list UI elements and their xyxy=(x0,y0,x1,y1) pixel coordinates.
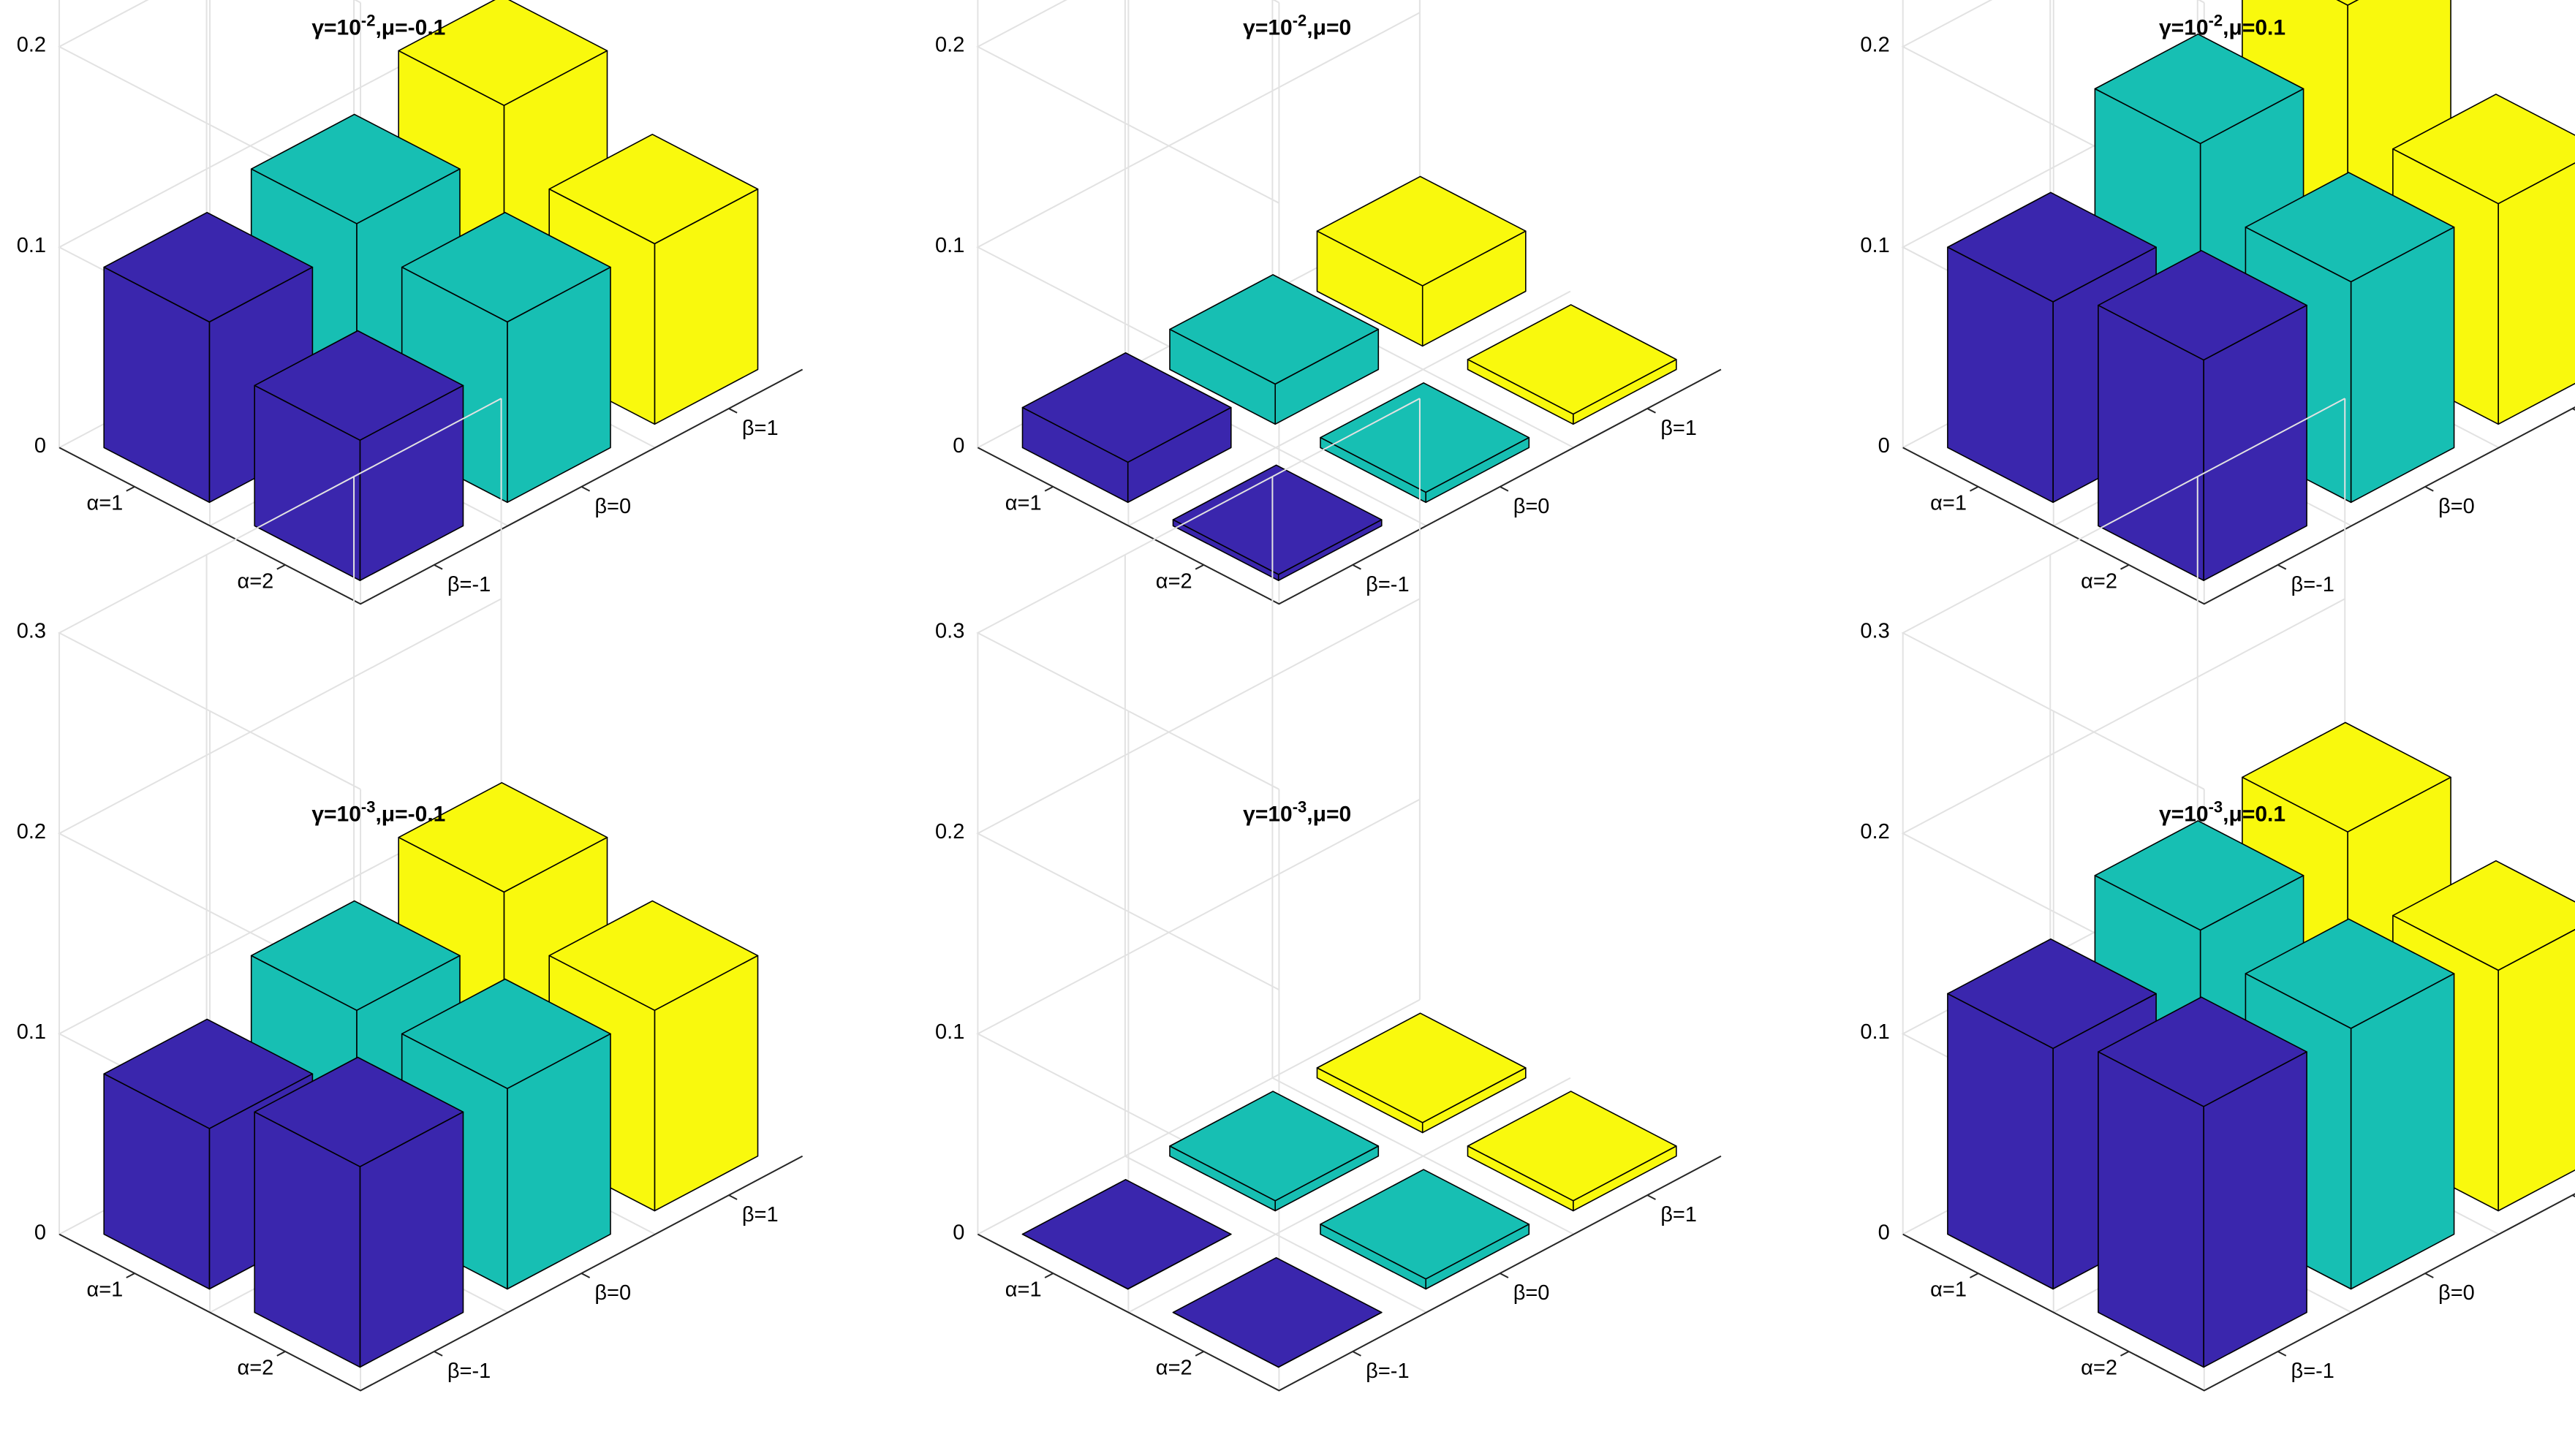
beta-label: β=-1 xyxy=(1366,1360,1409,1383)
subplot-6: 00.10.20.3α=1α=2β=-1β=0β=1γ=10-3,μ=0.1 xyxy=(1860,398,2575,1392)
bar-alpha1-beta-1 xyxy=(1021,1179,1232,1290)
axes xyxy=(977,1155,1722,1392)
z-tick-label: 0 xyxy=(953,1221,964,1244)
alpha-label: α=1 xyxy=(1005,491,1042,515)
alpha-label: α=2 xyxy=(1156,569,1192,593)
z-tick-label: 0.1 xyxy=(1860,234,1889,257)
z-tick-label: 0 xyxy=(34,1221,46,1244)
alpha-label: α=1 xyxy=(1930,491,1967,515)
subplot-title: γ=10-3,μ=-0.1 xyxy=(311,797,445,826)
subplot-2: 00.10.20.3α=1α=2β=-1β=0β=1γ=10-2,μ=0 xyxy=(935,0,1722,605)
beta-label: β=-1 xyxy=(447,1360,491,1383)
subplot-3: 00.10.20.3α=1α=2β=-1β=0β=1γ=10-2,μ=0.1 xyxy=(1860,0,2575,605)
z-tick-label: 0.3 xyxy=(1860,620,1889,643)
z-tick-label: 0.2 xyxy=(1860,820,1889,843)
z-tick-label: 0 xyxy=(34,434,46,458)
alpha-label: α=2 xyxy=(1156,1357,1192,1380)
z-tick-label: 0.2 xyxy=(935,34,964,57)
alpha-label: α=2 xyxy=(237,1357,273,1380)
z-tick-label: 0.1 xyxy=(17,234,46,257)
beta-label: β=1 xyxy=(742,1203,779,1226)
z-tick-label: 0.2 xyxy=(17,820,46,843)
axes xyxy=(58,1155,803,1392)
z-tick-label: 0.1 xyxy=(17,1020,46,1044)
alpha-label: α=1 xyxy=(1930,1278,1967,1302)
alpha-label: α=2 xyxy=(237,569,273,593)
alpha-label: α=2 xyxy=(2081,1357,2117,1380)
bar-alpha2-beta-1 xyxy=(2098,996,2307,1368)
z-tick-label: 0 xyxy=(953,434,964,458)
bar-alpha2-beta1 xyxy=(1467,304,1677,425)
bar-alpha2-beta-1 xyxy=(2098,249,2307,582)
axes xyxy=(977,368,1722,605)
z-tick-label: 0.1 xyxy=(935,1020,964,1044)
subplot-title: γ=10-2,μ=0.1 xyxy=(2159,11,2285,39)
beta-label: β=-1 xyxy=(2291,573,2334,596)
z-tick-label: 0.1 xyxy=(1860,1020,1889,1044)
alpha-label: α=2 xyxy=(2081,569,2117,593)
beta-label: β=-1 xyxy=(2291,1360,2334,1383)
z-tick-label: 0 xyxy=(1878,1221,1890,1244)
subplot-1: 00.10.20.3α=1α=2β=-1β=0β=1γ=10-2,μ=-0.1 xyxy=(17,0,803,605)
bar-alpha2-beta0 xyxy=(1320,382,1530,504)
subplot-title: γ=10-2,μ=0 xyxy=(1243,11,1351,39)
subplot-title: γ=10-3,μ=0.1 xyxy=(2159,797,2285,826)
beta-label: β=-1 xyxy=(1366,573,1409,596)
beta-label: β=0 xyxy=(1513,1281,1550,1305)
bar-alpha2-beta0 xyxy=(1320,1169,1530,1290)
beta-label: β=0 xyxy=(594,495,631,518)
bar-alpha1-beta0 xyxy=(1169,1091,1380,1212)
alpha-label: α=1 xyxy=(1005,1278,1042,1302)
beta-label: β=1 xyxy=(742,417,779,440)
subplot-5: 0 0.1 0.2 0.3 α=1 α=2 β=-1 β=0 β=1 γ=10-3,μ=0 xyxy=(935,398,1722,1392)
z-tick-label: 0.3 xyxy=(935,620,964,643)
bar-alpha2-beta-1 xyxy=(1172,464,1383,582)
beta-label: β=1 xyxy=(1660,417,1697,440)
axes xyxy=(1902,406,2575,605)
bar-alpha2-beta1 xyxy=(1467,1091,1677,1212)
alpha-label: α=1 xyxy=(86,1278,123,1302)
beta-label: β=0 xyxy=(1513,495,1550,518)
beta-label: β=-1 xyxy=(447,573,491,596)
subplot-title: γ=10-2,μ=-0.1 xyxy=(311,11,445,39)
subplot-title: γ=10-3,μ=0 xyxy=(1243,797,1351,826)
beta-label: β=0 xyxy=(2438,495,2475,518)
z-tick-label: 0.2 xyxy=(935,820,964,843)
beta-label: β=0 xyxy=(2438,1281,2475,1305)
z-tick-label: 0.1 xyxy=(935,234,964,257)
bar-alpha1-beta0 xyxy=(1169,273,1380,425)
beta-label: β=0 xyxy=(594,1281,631,1305)
bar-alpha1-beta1 xyxy=(1316,175,1527,347)
bar-alpha1-beta-1 xyxy=(1021,352,1232,504)
z-tick-label: 0.3 xyxy=(17,620,46,643)
bar-alpha2-beta-1 xyxy=(1172,1256,1383,1368)
z-tick-label: 0 xyxy=(1878,434,1890,458)
bar-alpha2-beta-1 xyxy=(254,1056,464,1368)
z-tick-label: 0.2 xyxy=(1860,34,1889,57)
axes xyxy=(1902,1193,2575,1392)
beta-label: β=1 xyxy=(1660,1203,1697,1226)
z-tick-label: 0.2 xyxy=(17,34,46,57)
bar-alpha2-beta-1 xyxy=(254,330,464,582)
bar-alpha1-beta1 xyxy=(1316,1012,1527,1134)
subplot-4: 0 0.1 0.2 0.3 α=1 α=2 β=-1 β=0 β=1 γ=10-3,μ=-0.1 xyxy=(17,398,803,1392)
alpha-label: α=1 xyxy=(86,491,123,515)
axes xyxy=(58,368,803,605)
